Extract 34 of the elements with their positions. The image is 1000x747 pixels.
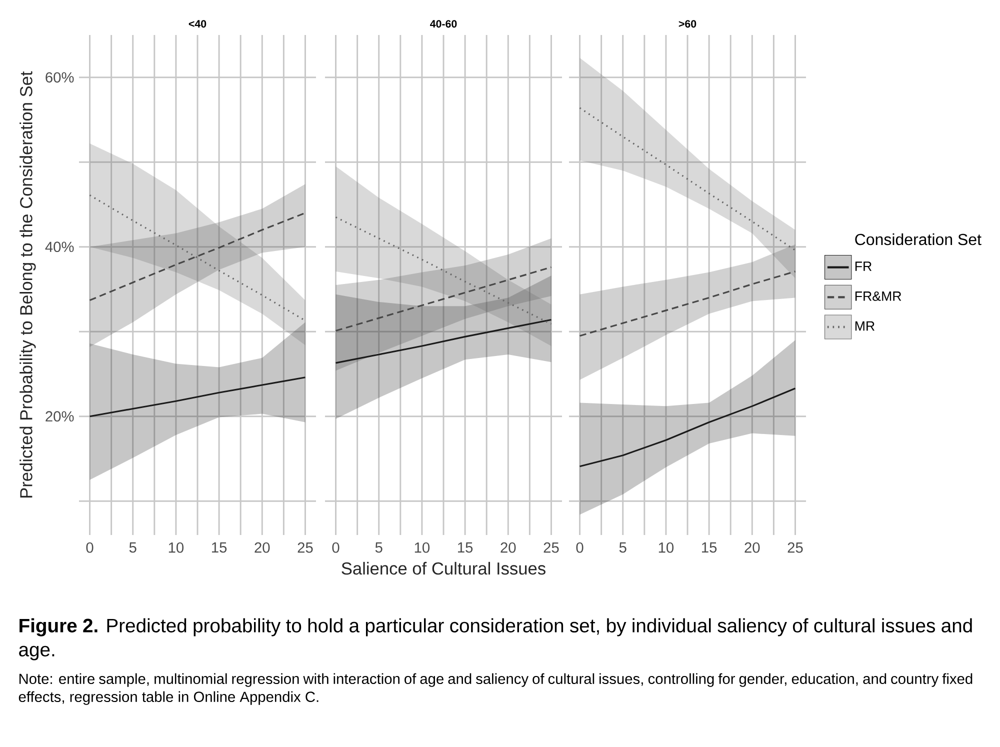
x-tick-label: 10 [168,542,184,553]
x-tick-label: 0 [86,542,94,553]
x-tick-label: 25 [298,542,313,553]
legend-label: MR [855,321,874,331]
x-tick-label: 20 [744,542,760,553]
x-tick-label: 25 [544,542,559,553]
text: Note: entire sample, multinomial regression with interaction of age and saliency of cultural issues, controlling for gender, education, and country fixed effects, regression table in Online Appendix C. [18,673,972,705]
x-tick-label: 15 [702,542,717,553]
legend-title: Consideration Set [855,233,982,246]
y-tick-label: 20% [46,411,74,422]
chart-title: <40 [188,20,206,28]
x-tick-label: 25 [788,542,803,553]
chart-title: >60 [678,20,696,28]
line-series [88,376,306,418]
legend-label: FR [855,262,872,271]
x-tick-label: 10 [414,542,430,553]
x-tick-label: 15 [212,542,227,553]
text: Figure 2. Predicted probability to hold a particular consideration set, by individual saliency of cultural issues and age. [19,618,972,660]
x-tick-label: 15 [458,542,473,553]
x-tick-label: 10 [658,542,674,553]
x-tick-label: 5 [375,542,382,553]
x-tick-label: 5 [129,542,136,553]
x-tick-label: 20 [254,542,270,553]
line-series [88,212,306,302]
x-tick-label: 5 [619,542,626,553]
chart-title: 40-60 [430,20,457,28]
y-tick-label: 60% [46,72,74,83]
y-tick-label: 40% [45,242,74,252]
x-tick-label: 0 [332,542,340,553]
legend-label: FR&MR [855,292,902,301]
x-tick-label: 0 [576,542,584,553]
y-axis-title: Predicted Probability to Belong to the Consideration Set [20,71,36,498]
x-axis-title: Salience of Cultural Issues [342,562,546,575]
x-tick-label: 20 [500,542,516,553]
